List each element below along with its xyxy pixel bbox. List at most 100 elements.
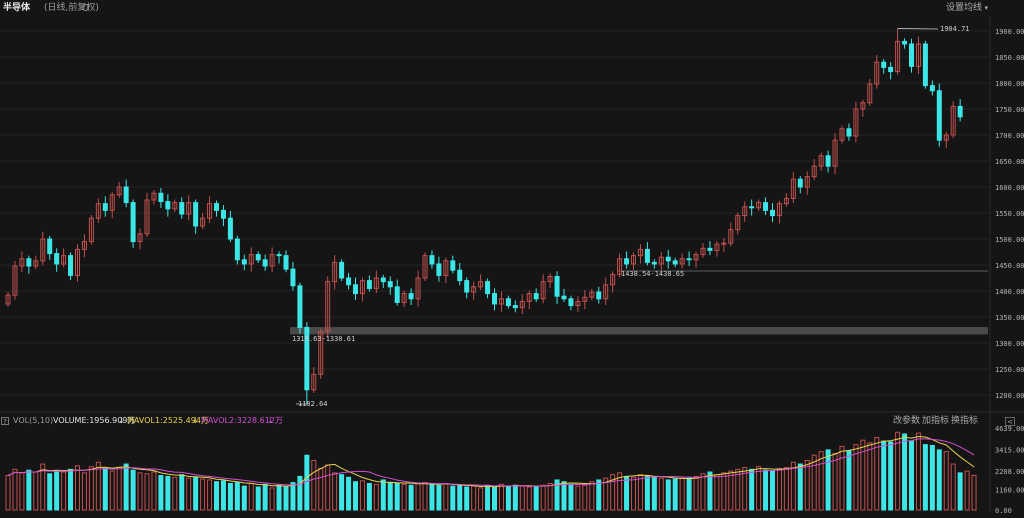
candle-body <box>276 254 282 257</box>
volume-bar <box>81 472 87 511</box>
volume-bars <box>5 431 977 511</box>
price-grid <box>0 16 1024 512</box>
candle-body <box>895 40 901 73</box>
volume-bar <box>151 471 157 511</box>
price-tick-label: 1650.00 <box>995 158 1024 166</box>
volume-bar <box>867 442 873 511</box>
volume-bar <box>853 444 859 511</box>
volume-bar <box>207 479 213 511</box>
volume-bar <box>770 470 775 511</box>
volume-tick-label: 0.00 <box>995 507 1012 515</box>
candle-body <box>783 197 789 205</box>
candle-body <box>68 255 74 276</box>
volume-bar <box>742 467 748 511</box>
volume-bar <box>144 473 150 511</box>
volume-bar <box>26 469 32 511</box>
volume-indicator-name: VOL(5,10) <box>13 416 54 425</box>
candle-body <box>373 277 379 289</box>
candle-body <box>387 281 393 288</box>
chevron-down-icon[interactable]: ▾ <box>984 4 988 12</box>
candle-body <box>582 296 588 302</box>
candle-body <box>179 202 185 215</box>
index-title[interactable]: 半导体 <box>3 3 31 13</box>
gear-icon[interactable] <box>82 4 89 11</box>
candle-body <box>102 203 108 211</box>
price-tick-label: 1250.00 <box>995 366 1024 374</box>
volume-bar <box>540 484 546 511</box>
candle-body <box>33 260 39 267</box>
switch-indicator-button[interactable]: 换指标 <box>951 416 979 426</box>
candle-body <box>957 105 963 118</box>
candle-body <box>248 254 254 265</box>
volume-bar <box>130 469 136 511</box>
candle-body <box>193 202 199 227</box>
candle-body <box>770 209 775 217</box>
volume-bar <box>5 475 11 511</box>
candle-body <box>450 260 456 271</box>
candle-body <box>846 128 852 137</box>
mavol2-value: MAVOL2:3228.612万 <box>201 416 283 425</box>
candle-body <box>339 261 345 279</box>
candle-body <box>353 284 358 295</box>
low-price-label: 1182.64 <box>298 400 328 408</box>
candle-body <box>867 83 873 104</box>
candle-body <box>672 260 678 265</box>
candle-body <box>658 256 664 265</box>
candle-body <box>693 254 699 261</box>
volume-bar <box>776 467 782 511</box>
candle-body <box>797 178 803 188</box>
candle-body <box>81 241 87 250</box>
candle-body <box>749 206 755 209</box>
candle-body <box>130 202 136 243</box>
volume-bar <box>763 469 769 511</box>
change-params-button[interactable]: 改参数 <box>893 416 921 426</box>
candle-body <box>151 192 157 201</box>
candle-body <box>311 373 317 391</box>
volume-bar <box>832 452 838 511</box>
candle-body <box>547 275 553 283</box>
add-indicator-button[interactable]: 加指标 <box>922 416 950 426</box>
candle-body <box>471 286 477 293</box>
volume-bar <box>929 444 935 511</box>
volume-bar <box>547 482 553 511</box>
candle-body <box>554 275 560 297</box>
volume-bar <box>33 471 39 511</box>
candle-body <box>54 253 60 265</box>
candle-body <box>512 305 518 309</box>
candle-body <box>610 273 616 286</box>
volume-bar <box>102 467 108 511</box>
volume-bar <box>658 477 664 511</box>
candle-body <box>853 108 859 137</box>
volume-bar <box>881 440 887 511</box>
candle-body <box>763 202 769 211</box>
price-tick-label: 1500.00 <box>995 236 1024 244</box>
volume-bar <box>492 486 497 511</box>
volume-tick-label: 2208.00 <box>995 468 1024 476</box>
volume-bar <box>783 467 789 511</box>
candle-body <box>165 201 171 210</box>
volume-bar <box>679 477 685 511</box>
volume-indicator-bar: ? VOL(5,10) VOLUME:1956.909万 ↓ MAVOL1:25… <box>0 414 990 428</box>
candle-body <box>359 280 365 295</box>
volume-bar <box>665 479 671 511</box>
volume-bar <box>109 470 115 511</box>
chevron-left-icon[interactable]: < <box>1005 417 1015 426</box>
high-price-label: 1904.71 <box>940 25 970 33</box>
set-moving-average-button[interactable]: 设置均线 <box>945 3 982 13</box>
volume-bar <box>964 470 970 511</box>
volume-value: VOLUME:1956.909万 <box>53 416 136 425</box>
volume-bar <box>19 472 25 511</box>
volume-bar <box>429 483 435 511</box>
volume-bar <box>526 486 532 511</box>
volume-bar <box>387 482 393 511</box>
candle-body <box>818 155 824 167</box>
candle-body <box>346 277 352 286</box>
candle-body <box>304 326 310 391</box>
candle-body <box>19 258 25 267</box>
candle-body <box>561 295 567 300</box>
volume-bar <box>262 483 268 511</box>
question-icon[interactable]: ? <box>1 417 9 426</box>
candle-body <box>902 40 908 45</box>
gap1-range-label: 1316.63-1330.61 <box>292 335 355 343</box>
